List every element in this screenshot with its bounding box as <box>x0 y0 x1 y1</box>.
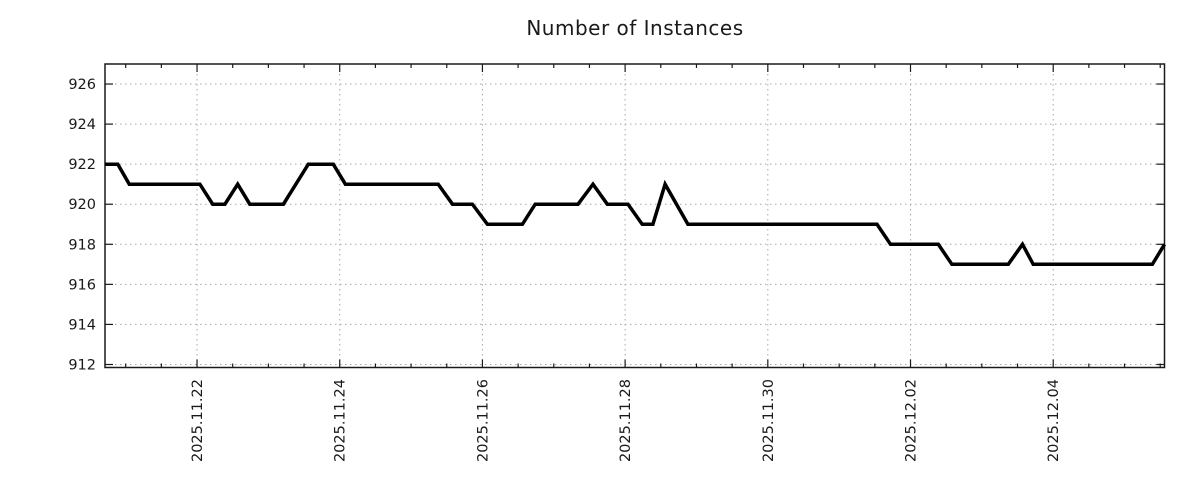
data-line-instances <box>105 162 1166 267</box>
x-tick-label: 2025.11.28 <box>618 379 634 462</box>
x-tick-label: 2025.11.30 <box>761 379 777 462</box>
y-tick-label: 912 <box>68 357 96 373</box>
y-tick-label: 926 <box>68 77 96 93</box>
y-tick-label: 922 <box>68 157 96 173</box>
x-tick-label: 2025.12.04 <box>1046 379 1062 462</box>
y-tick-label: 914 <box>68 317 96 333</box>
x-tick-label: 2025.11.26 <box>475 379 491 462</box>
x-tick-label: 2025.11.22 <box>190 379 206 462</box>
y-tick-label: 920 <box>68 197 96 213</box>
plot-border <box>104 63 1166 369</box>
x-tick-label: 2025.11.24 <box>333 379 349 462</box>
y-tick-label: 916 <box>68 277 96 293</box>
y-tick-label: 918 <box>68 237 96 253</box>
x-tick-label: 2025.12.02 <box>904 379 920 462</box>
y-tick-label: 924 <box>68 117 96 133</box>
chart-title: Number of Instances <box>526 16 744 40</box>
